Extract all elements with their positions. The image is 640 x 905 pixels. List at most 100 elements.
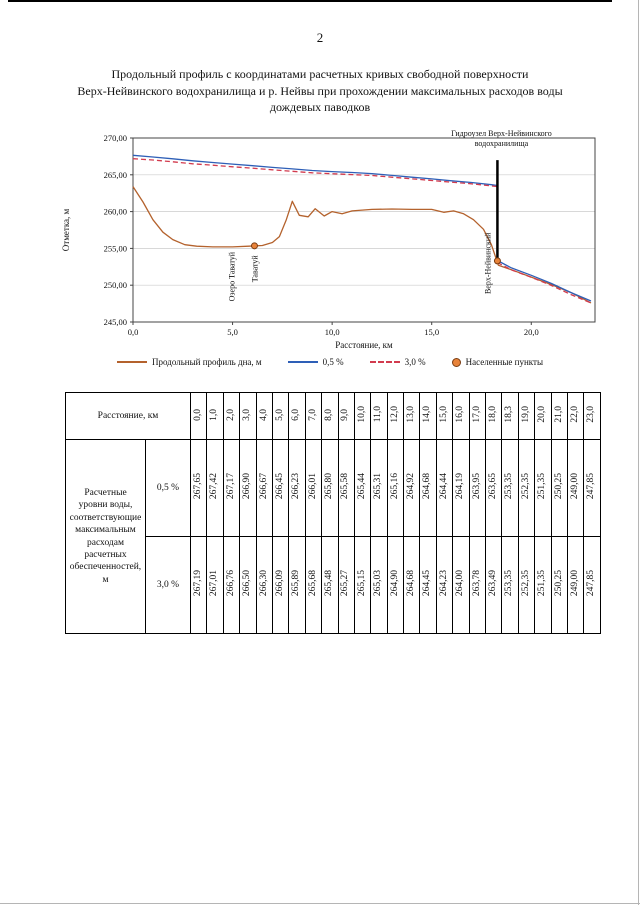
distance-cell: 23,0 (583, 392, 601, 440)
svg-text:Верх-Нейвинский: Верх-Нейвинский (483, 232, 492, 294)
scan-right-edge (638, 0, 639, 905)
level-cell: 264,92 (403, 439, 421, 537)
level-cell: 253,35 (501, 536, 519, 634)
svg-text:Таватуй: Таватуй (250, 255, 259, 283)
title-line-3: дождевых паводков (269, 100, 371, 115)
dashed-line-30-swatch (369, 361, 400, 363)
line-05-swatch (287, 361, 318, 363)
level-cell: 265,44 (353, 439, 372, 537)
distance-cell: 13,0 (403, 392, 421, 440)
distance-cell: 17,0 (468, 392, 487, 440)
row-group-label: Расчетные уровни воды, соответствующие м… (65, 439, 146, 634)
level-cell: 264,90 (386, 536, 405, 634)
level-cell: 267,65 (189, 439, 208, 537)
svg-text:Гидроузел Верх-Нейвинского: Гидроузел Верх-Нейвинского (451, 129, 552, 138)
distance-cell: 21,0 (550, 392, 568, 440)
svg-text:20,0: 20,0 (524, 327, 539, 337)
level-cell: 265,89 (288, 536, 306, 634)
level-cell: 266,30 (255, 536, 273, 634)
level-cell: 264,44 (435, 439, 454, 537)
svg-text:260,00: 260,00 (104, 207, 127, 217)
level-cell: 267,42 (206, 439, 224, 537)
level-cell: 264,45 (419, 536, 437, 634)
distance-cell: 12,0 (386, 392, 405, 440)
legend-item-settlements: Населенные пункты (451, 357, 543, 367)
svg-text:Озеро Таватуй: Озеро Таватуй (228, 251, 237, 301)
distance-cell: 0,0 (189, 392, 208, 440)
level-cell: 265,15 (353, 536, 372, 634)
legend-label: Продольный профиль дна, м (152, 357, 262, 367)
distance-cell: 10,0 (353, 392, 372, 440)
svg-text:15,0: 15,0 (424, 327, 439, 337)
document-title: Продольный профиль с координатами расчет… (28, 66, 612, 116)
level-cell: 264,68 (419, 439, 437, 537)
probability-label: 3,0 % (145, 536, 191, 634)
distance-cell: 16,0 (452, 392, 470, 440)
level-cell: 266,23 (288, 439, 306, 537)
svg-text:245,00: 245,00 (104, 317, 127, 327)
level-cell: 267,19 (189, 536, 208, 634)
level-cell: 267,17 (222, 439, 241, 537)
level-cell: 249,00 (566, 536, 585, 634)
level-cell: 263,49 (485, 536, 503, 634)
level-cell: 266,50 (239, 536, 257, 634)
legend-item-05: 0,5 % (287, 357, 344, 367)
level-cell: 251,35 (534, 439, 552, 537)
distance-cell: 3,0 (239, 392, 257, 440)
level-cell: 252,35 (517, 536, 536, 634)
svg-text:Отметка, м: Отметка, м (61, 208, 71, 251)
level-cell: 250,25 (550, 439, 568, 537)
profile-line-swatch (117, 361, 147, 363)
legend-label: Населенные пункты (465, 357, 543, 367)
level-cell: 252,35 (517, 439, 536, 537)
level-cell: 253,35 (501, 439, 519, 537)
level-cell: 264,68 (403, 536, 421, 634)
distance-cell: 7,0 (304, 392, 323, 440)
svg-text:250,00: 250,00 (104, 280, 127, 290)
svg-text:5,0: 5,0 (227, 327, 238, 337)
distance-cell: 14,0 (419, 392, 437, 440)
level-cell: 247,85 (583, 536, 601, 634)
level-cell: 263,65 (485, 439, 503, 537)
level-cell: 266,76 (222, 536, 241, 634)
level-cell: 264,00 (452, 536, 470, 634)
distance-cell: 19,0 (517, 392, 536, 440)
settlement-dot-swatch (451, 357, 461, 367)
level-cell: 265,16 (386, 439, 405, 537)
level-cell: 251,35 (534, 536, 552, 634)
svg-text:0,0: 0,0 (128, 327, 139, 337)
chart-legend: Продольный профиль дна, м 0,5 % 3,0 % На… (55, 357, 605, 367)
distance-cell: 2,0 (222, 392, 241, 440)
level-cell: 266,45 (271, 439, 290, 537)
level-cell: 265,58 (337, 439, 355, 537)
profile-chart-svg: 245,00 250,00 255,00 260,00 265,00 270,00 0,0 5… (61, 129, 596, 350)
legend-item-30: 3,0 % (369, 357, 426, 367)
level-cell: 249,00 (566, 439, 585, 537)
distance-cell: 6,0 (288, 392, 306, 440)
level-cell: 263,78 (468, 536, 487, 634)
title-line-2: Верх-Нейвинского водохранилища и р. Нейв… (77, 83, 563, 98)
probability-label: 0,5 % (145, 439, 191, 537)
svg-text:10,0: 10,0 (325, 327, 340, 337)
level-cell: 265,31 (370, 439, 388, 537)
level-cell: 265,48 (321, 536, 339, 634)
distance-cell: 9,0 (337, 392, 355, 440)
svg-text:Расстояние, км: Расстояние, км (335, 340, 393, 350)
distance-cell: 5,0 (271, 392, 290, 440)
distance-cell: 4,0 (255, 392, 273, 440)
svg-text:255,00: 255,00 (104, 243, 127, 253)
title-line-1: Продольный профиль с координатами расчет… (111, 67, 529, 81)
level-cell: 266,67 (255, 439, 273, 537)
level-cell: 266,90 (239, 439, 257, 537)
svg-text:265,00: 265,00 (104, 170, 127, 180)
level-cell: 267,01 (206, 536, 224, 634)
level-cell: 265,68 (304, 536, 323, 634)
distance-header: Расстояние, км (65, 392, 191, 440)
level-cell: 264,23 (435, 536, 454, 634)
distance-cell: 8,0 (321, 392, 339, 440)
level-cell: 266,09 (271, 536, 290, 634)
level-cell: 250,25 (550, 536, 568, 634)
level-cell: 247,85 (583, 439, 601, 537)
scan-top-line (8, 0, 612, 2)
level-cell: 264,19 (452, 439, 470, 537)
